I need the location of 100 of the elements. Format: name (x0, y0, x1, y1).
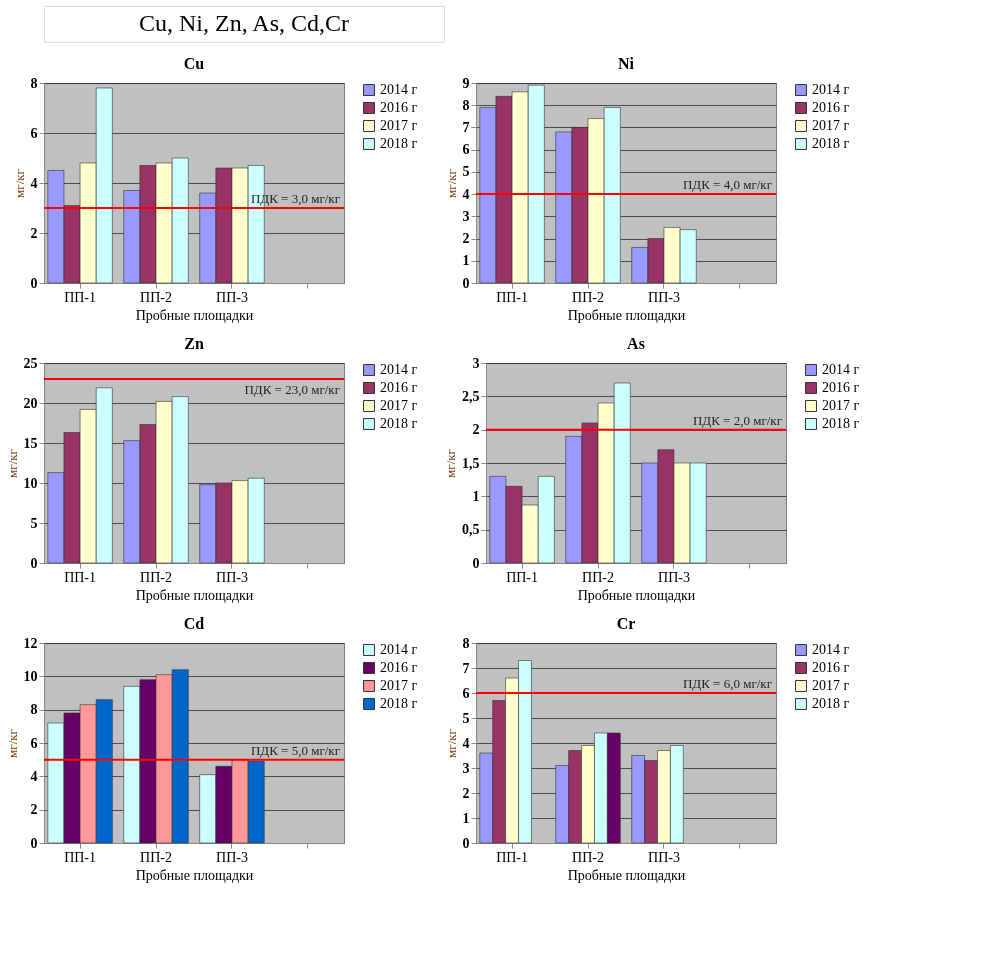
y-tick-label: 0 (30, 835, 38, 851)
y-tick-label: 4 (462, 735, 470, 751)
x-tick-label: ПП-3 (216, 849, 248, 865)
y-tick-label: 0 (30, 555, 38, 571)
x-axis-title: Пробные площадки (135, 867, 254, 883)
y-axis-title: мг/кг (4, 449, 20, 478)
legend-label: 2014 г (380, 642, 418, 657)
y-tick-label: 20 (23, 395, 38, 411)
y-tick-label: 1,5 (462, 455, 480, 471)
legend-label: 2018 г (380, 416, 418, 431)
y-tick-label: 2 (30, 225, 38, 241)
chart-title: Cu (183, 55, 205, 72)
legend-label: 2016 г (380, 660, 418, 675)
ref-line-label: ПДК = 3,0 мг/кг (250, 191, 340, 206)
y-tick-label: 6 (462, 142, 470, 158)
chart-title: Zn (184, 335, 204, 352)
ref-line-label: ПДК = 2,0 мг/кг (692, 412, 782, 428)
y-tick-label: 8 (462, 635, 470, 651)
y-tick-label: 1 (472, 488, 480, 504)
y-tick-label: 15 (23, 435, 38, 451)
legend-label: 2017 г (380, 678, 418, 693)
legend-label: 2014 г (822, 362, 860, 377)
legend-label: 2018 г (812, 136, 850, 151)
y-tick-label: 3 (472, 355, 480, 371)
legend-label: 2016 г (380, 100, 418, 115)
y-tick-label: 2 (472, 422, 480, 438)
legend-label: 2017 г (380, 398, 418, 413)
y-tick-label: 2,5 (462, 388, 480, 404)
y-tick-label: 2 (462, 785, 470, 801)
x-tick-label: ПП-1 (64, 849, 97, 865)
y-tick-label: 1 (462, 810, 470, 826)
y-tick-label: 10 (23, 475, 38, 491)
y-tick-label: 6 (30, 125, 38, 141)
y-tick-label: 2 (462, 231, 470, 247)
legend-label: 2016 г (812, 100, 850, 115)
x-tick-label: ПП-1 (64, 289, 97, 305)
x-tick-label: ПП-3 (658, 569, 690, 585)
y-tick-label: 5 (462, 710, 470, 726)
x-axis-title: Пробные площадки (135, 307, 254, 323)
y-tick-label: 25 (23, 355, 38, 371)
x-tick-label: ПП-1 (496, 289, 529, 305)
y-tick-label: 8 (30, 702, 38, 718)
ref-line-label: ПДК = 4,0 мг/кг (682, 177, 772, 193)
legend-label: 2017 г (812, 118, 850, 133)
x-tick-label: ПП-2 (572, 289, 604, 305)
ref-line-label: ПДК = 5,0 мг/кг (250, 742, 340, 758)
y-tick-label: 0 (462, 275, 470, 291)
legend-label: 2017 г (822, 398, 860, 413)
y-tick-label: 6 (462, 685, 470, 701)
legend-label: 2014 г (380, 82, 418, 97)
ref-line-label: ПДК = 6,0 мг/кг (682, 676, 772, 691)
x-tick-label: ПП-1 (64, 569, 97, 585)
y-axis-title: мг/кг (443, 729, 459, 758)
y-axis-title: мг/кг (11, 169, 27, 198)
y-tick-label: 4 (462, 186, 470, 202)
chart-title: Cd (183, 615, 205, 632)
y-tick-label: 0 (462, 835, 470, 851)
x-tick-label: ПП-3 (648, 289, 680, 305)
x-tick-label: ПП-3 (216, 569, 248, 585)
y-tick-label: 10 (23, 668, 38, 684)
y-tick-label: 9 (462, 75, 470, 91)
y-tick-label: 3 (462, 208, 470, 224)
y-tick-label: 4 (30, 768, 38, 784)
chart-title: As (627, 335, 645, 352)
x-tick-label: ПП-3 (216, 289, 248, 305)
y-tick-label: 8 (462, 97, 470, 113)
legend-label: 2018 г (380, 136, 418, 151)
legend-label: 2014 г (812, 642, 850, 657)
y-tick-label: 5 (30, 515, 38, 531)
legend-label: 2018 г (822, 416, 860, 431)
y-tick-label: 12 (23, 635, 38, 651)
legend-label: 2017 г (812, 678, 850, 693)
x-axis-title: Пробные площадки (567, 867, 686, 883)
y-tick-label: 5 (462, 164, 470, 180)
legend-label: 2017 г (380, 118, 418, 133)
x-tick-label: ПП-1 (496, 849, 529, 865)
y-tick-label: 7 (462, 119, 470, 135)
legend-label: 2014 г (380, 362, 418, 377)
y-tick-label: 0 (472, 555, 480, 571)
y-axis-title: мг/кг (443, 449, 458, 478)
text: Cu, Ni, Zn, As, Cd,Cr (138, 10, 350, 36)
legend-label: 2014 г (812, 82, 850, 97)
legend-label: 2016 г (380, 380, 418, 395)
y-tick-label: 3 (462, 760, 470, 776)
y-tick-label: 4 (30, 175, 38, 191)
x-axis-title: Пробные площадки (135, 587, 254, 603)
legend-label: 2018 г (380, 696, 418, 711)
y-tick-label: 2 (30, 802, 38, 818)
chart-title: Cr (616, 615, 636, 632)
x-axis-title: Пробные площадки (577, 587, 696, 603)
y-tick-label: 6 (30, 735, 38, 751)
ref-line-label: ПДК = 23,0 мг/кг (244, 382, 340, 397)
x-tick-label: ПП-2 (140, 569, 172, 585)
legend-label: 2016 г (822, 380, 860, 395)
y-tick-label: 7 (462, 660, 470, 676)
x-axis-title: Пробные площадки (567, 307, 686, 323)
x-tick-label: ПП-1 (506, 569, 539, 585)
y-tick-label: 0,5 (462, 522, 480, 538)
y-tick-label: 0 (30, 275, 38, 291)
x-tick-label: ПП-2 (140, 289, 172, 305)
